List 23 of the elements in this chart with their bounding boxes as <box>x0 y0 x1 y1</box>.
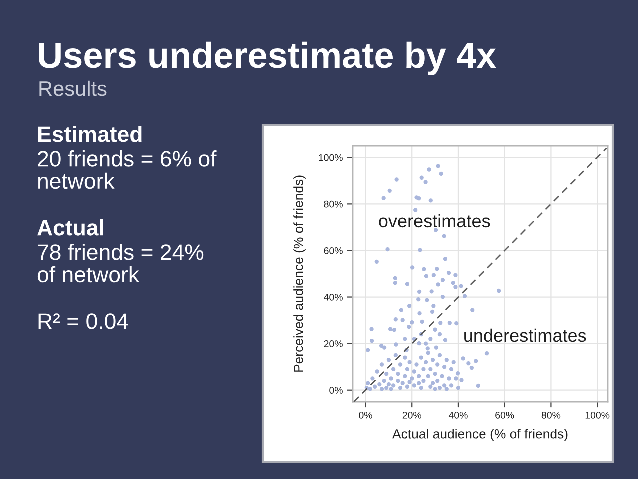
text: Estimated <box>38 126 142 142</box>
x-tick-label: 80% <box>542 412 561 419</box>
y-tick-label: 100% <box>319 154 343 162</box>
text: Actual <box>38 220 104 236</box>
text: 78 friends = 24% of network <box>38 244 204 283</box>
y-tick-label: 80% <box>324 200 343 208</box>
text: 20 friends = 6% of network <box>38 150 217 190</box>
x-axis-title: Actual audience (% of friends) <box>392 429 568 442</box>
x-tick-label: 20% <box>402 412 422 419</box>
y-tick-label: 60% <box>324 247 343 254</box>
y-tick-label: 0% <box>330 387 343 394</box>
text: Results <box>40 80 107 96</box>
x-tick-label: 0% <box>359 412 372 419</box>
x-tick-label: 60% <box>496 412 514 419</box>
x-tick-label: 100% <box>586 412 610 419</box>
y-tick-label: 40% <box>324 294 343 301</box>
text: R² = 0.04 <box>38 314 128 330</box>
y-tick-label: 20% <box>324 340 343 348</box>
annotation: underestimates <box>464 328 586 342</box>
chart-title: Users underestimate by 4x <box>39 42 496 76</box>
y-axis-title: Perceived audience (% of friends) <box>294 176 306 372</box>
x-tick-label: 40% <box>448 412 468 419</box>
annotation: overestimates <box>379 214 490 228</box>
